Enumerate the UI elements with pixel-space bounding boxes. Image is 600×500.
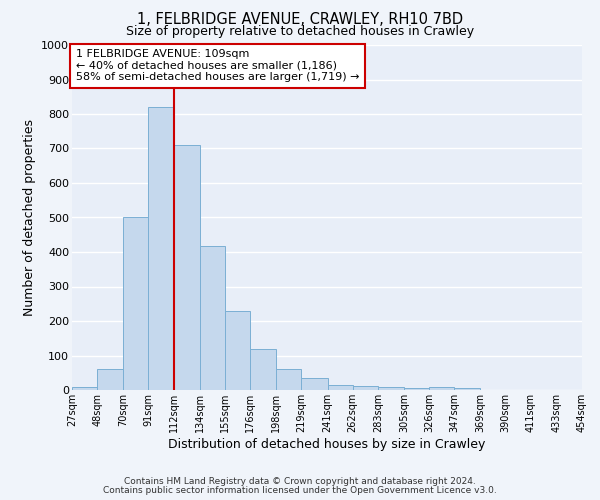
Bar — [276, 370, 301, 390]
Bar — [301, 378, 328, 390]
Bar — [200, 246, 225, 390]
Text: Size of property relative to detached houses in Crawley: Size of property relative to detached ho… — [126, 25, 474, 38]
Bar — [225, 310, 250, 390]
Bar — [97, 368, 124, 390]
Bar — [454, 388, 481, 390]
Bar — [72, 387, 97, 390]
Text: Contains public sector information licensed under the Open Government Licence v3: Contains public sector information licen… — [103, 486, 497, 495]
Bar — [250, 348, 276, 390]
X-axis label: Distribution of detached houses by size in Crawley: Distribution of detached houses by size … — [169, 438, 485, 450]
Y-axis label: Number of detached properties: Number of detached properties — [23, 119, 35, 316]
Bar — [124, 217, 148, 390]
Text: 1 FELBRIDGE AVENUE: 109sqm
← 40% of detached houses are smaller (1,186)
58% of s: 1 FELBRIDGE AVENUE: 109sqm ← 40% of deta… — [76, 49, 359, 82]
Bar — [404, 388, 429, 390]
Bar — [328, 385, 353, 390]
Bar — [429, 386, 454, 390]
Bar — [353, 386, 378, 390]
Text: Contains HM Land Registry data © Crown copyright and database right 2024.: Contains HM Land Registry data © Crown c… — [124, 477, 476, 486]
Bar — [148, 107, 173, 390]
Bar — [378, 387, 404, 390]
Bar — [173, 145, 200, 390]
Text: 1, FELBRIDGE AVENUE, CRAWLEY, RH10 7BD: 1, FELBRIDGE AVENUE, CRAWLEY, RH10 7BD — [137, 12, 463, 28]
